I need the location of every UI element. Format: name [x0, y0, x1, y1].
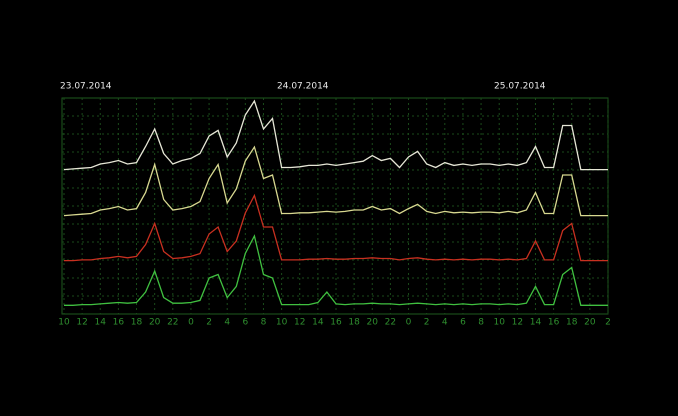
x-tick-label: 8 — [478, 318, 484, 328]
x-tick-label: 12 — [512, 318, 523, 328]
x-tick-label: 2 — [605, 318, 611, 328]
series-line — [63, 99, 608, 171]
x-tick-label: 20 — [584, 318, 596, 328]
x-tick-label: 6 — [242, 318, 248, 328]
x-tick-label: 0 — [406, 318, 412, 328]
x-tick-label: 16 — [330, 318, 342, 328]
x-tick-label: 2 — [206, 318, 212, 328]
x-tick-label: 14 — [312, 318, 324, 328]
x-tick-label: 4 — [224, 318, 230, 328]
x-tick-label: 14 — [530, 318, 542, 328]
x-tick-label: 12 — [76, 318, 87, 328]
x-tick-label: 18 — [348, 318, 360, 328]
x-tick-label: 20 — [149, 318, 161, 328]
date-label: 23.07.2014 — [60, 82, 112, 92]
x-tick-label: 4 — [442, 318, 448, 328]
date-label: 24.07.2014 — [277, 82, 329, 92]
x-tick-label: 6 — [460, 318, 466, 328]
x-tick-label: 10 — [493, 318, 505, 328]
x-tick-label: 16 — [548, 318, 560, 328]
x-tick-label: 12 — [294, 318, 305, 328]
x-tick-label: 22 — [385, 318, 396, 328]
x-tick-label: 14 — [95, 318, 107, 328]
x-tick-label: 16 — [113, 318, 125, 328]
x-tick-label: 2 — [424, 318, 430, 328]
x-tick-label: 18 — [131, 318, 143, 328]
x-tick-label: 8 — [261, 318, 267, 328]
x-tick-label: 18 — [566, 318, 578, 328]
x-tick-label: 20 — [367, 318, 379, 328]
x-tick-label: 22 — [167, 318, 178, 328]
date-label: 25.07.2014 — [494, 82, 546, 92]
series-line — [64, 193, 608, 262]
x-tick-label: 10 — [58, 318, 70, 328]
x-tick-label: 10 — [276, 318, 288, 328]
x-tick-label: 0 — [188, 318, 194, 328]
series-line — [63, 145, 608, 217]
series-line — [64, 234, 608, 306]
